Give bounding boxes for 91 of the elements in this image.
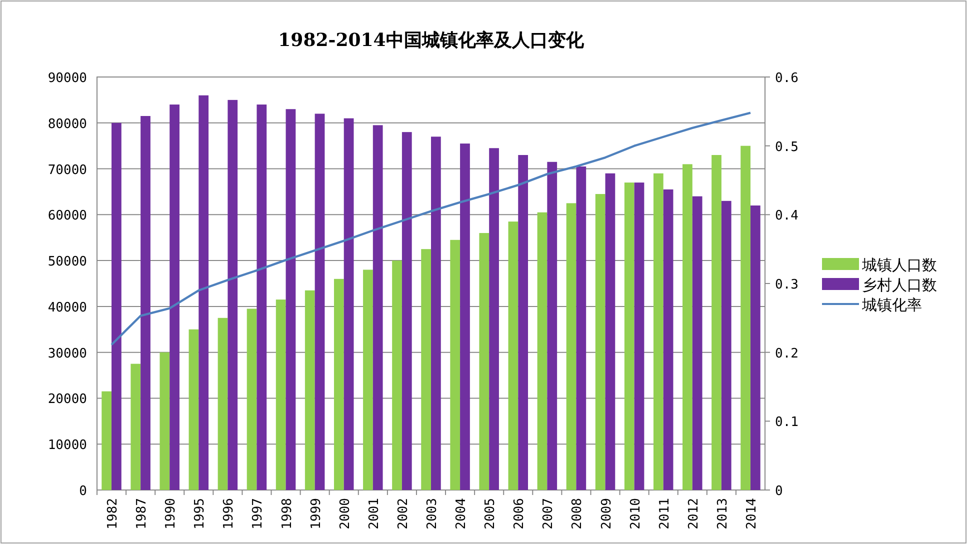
y-tick-label: 50000 [48, 254, 87, 270]
bar [740, 146, 750, 490]
bar [276, 300, 286, 490]
bar [431, 136, 441, 490]
bar [228, 100, 238, 490]
bar [402, 132, 412, 490]
x-tick-label: 2004 [454, 498, 470, 530]
bar [653, 173, 664, 490]
bar [188, 329, 199, 490]
y2-tick-label: 0.3 [775, 278, 798, 292]
bar [624, 182, 634, 490]
bar [692, 196, 702, 490]
bar [595, 194, 606, 490]
bar [605, 173, 616, 490]
bar [518, 155, 528, 490]
bar [218, 318, 228, 490]
bar [566, 203, 576, 490]
x-tick-label: 1997 [250, 498, 266, 530]
x-tick-label: 2013 [715, 498, 730, 530]
x-tick-label: 2010 [628, 498, 644, 530]
bar [537, 212, 548, 490]
y-tick-label: 60000 [48, 208, 87, 224]
y-tick-label: 40000 [48, 300, 87, 316]
y2-tick-label: 0 [775, 484, 783, 499]
bar [246, 308, 257, 490]
y-tick-label: 90000 [48, 71, 87, 86]
bar [663, 189, 674, 490]
bar [334, 278, 344, 490]
bar [634, 182, 644, 490]
chart-title: 1982-2014中国城镇化率及人口变化 [278, 30, 585, 51]
x-tick-label: 2001 [366, 498, 382, 530]
bar [112, 122, 122, 490]
x-tick-label: 1999 [308, 498, 324, 530]
bar [392, 260, 402, 490]
bar [547, 162, 558, 490]
bar [508, 222, 518, 490]
x-tick-label: 1990 [164, 498, 179, 530]
bar [130, 364, 141, 490]
x-tick-label: 2000 [338, 498, 353, 530]
legend-label: 城镇人口数 [861, 256, 937, 274]
bar [344, 118, 354, 490]
x-tick-label: 2003 [425, 498, 440, 530]
bar [363, 270, 373, 490]
bar [682, 164, 692, 490]
bar [198, 95, 209, 490]
y2-tick-label: 0.6 [775, 71, 798, 86]
y-tick-label: 10000 [48, 438, 87, 454]
x-tick-label: 2009 [599, 498, 614, 530]
bar [479, 233, 490, 490]
y-tick-label: 0 [79, 484, 87, 499]
bar [304, 290, 315, 490]
bar [489, 148, 499, 490]
x-tick-label: 2002 [396, 498, 411, 530]
bar [421, 249, 431, 490]
y2-tick-label: 0.2 [775, 346, 798, 362]
legend-label: 城镇化率 [861, 296, 922, 314]
legend-label: 乡村人口数 [862, 276, 937, 294]
bar [576, 166, 586, 490]
x-tick-label: 1998 [280, 498, 295, 530]
bar [750, 205, 760, 490]
x-tick-label: 2007 [541, 498, 556, 530]
y-tick-label: 30000 [48, 346, 87, 362]
x-tick-label: 2012 [686, 498, 702, 530]
bar [102, 391, 112, 490]
y2-tick-label: 0.1 [775, 415, 798, 430]
bar [712, 155, 722, 490]
bar [140, 116, 150, 490]
x-tick-label: 2014 [744, 498, 760, 530]
x-tick-label: 2011 [657, 498, 672, 530]
y2-tick-label: 0.4 [775, 208, 799, 224]
y-tick-label: 20000 [48, 392, 87, 408]
bar [372, 125, 383, 490]
y-tick-label: 70000 [48, 162, 87, 178]
x-tick-label: 1995 [192, 498, 208, 530]
y-tick-label: 80000 [48, 116, 87, 132]
x-tick-label: 1982 [106, 498, 121, 530]
bar [170, 104, 180, 490]
bar [160, 352, 170, 490]
bar [286, 109, 296, 490]
bar [460, 144, 470, 490]
bar [450, 240, 460, 490]
y2-tick-label: 0.5 [775, 140, 798, 155]
x-tick-label: 2006 [512, 498, 528, 530]
line-series [110, 112, 752, 346]
x-tick-label: 2008 [570, 498, 586, 530]
x-tick-label: 1996 [222, 498, 237, 530]
bar [256, 104, 267, 490]
bar [314, 114, 325, 490]
bar [721, 200, 732, 490]
x-tick-label: 1987 [134, 498, 150, 530]
x-tick-label: 2005 [483, 498, 498, 530]
